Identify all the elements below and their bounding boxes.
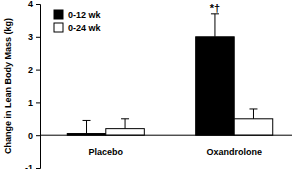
y-tick-mark — [36, 37, 40, 38]
x-axis: Placebo Oxandrolone — [40, 135, 292, 156]
y-tick-mark — [36, 102, 40, 103]
x-tick: Oxandrolone — [206, 135, 262, 156]
y-tick: 0 — [28, 131, 40, 141]
bar — [106, 129, 145, 136]
error-cap — [121, 118, 129, 119]
legend: 0-12 wk 0-24 wk — [54, 10, 102, 33]
y-tick: 1 — [28, 98, 40, 108]
y-axis-title: Change in Lean Body Mass (kg) — [3, 18, 13, 154]
error-bar — [83, 120, 91, 133]
y-tick-label: 3 — [28, 32, 33, 42]
y-tick-mark — [36, 168, 40, 169]
error-stem — [253, 109, 254, 119]
plot-area — [67, 14, 272, 135]
error-cap — [83, 120, 91, 121]
legend-item: 0-24 wk — [54, 23, 102, 33]
x-tick-label: Placebo — [89, 147, 124, 157]
legend-item: 0-12 wk — [54, 10, 102, 20]
error-bar — [121, 119, 129, 129]
x-axis-line — [40, 135, 292, 136]
error-bar — [211, 14, 219, 37]
error-cap — [249, 108, 257, 109]
y-axis-line — [36, 5, 41, 169]
y-tick-label: 2 — [28, 65, 33, 75]
bar — [196, 37, 235, 135]
chart: -1 0 1 2 3 4 Change in Lean Body Mass (kg) Plac… — [0, 0, 298, 169]
error-stem — [214, 14, 215, 37]
y-tick: 3 — [28, 32, 40, 42]
legend-swatch — [54, 10, 63, 19]
legend-label: 0-12 wk — [68, 10, 102, 20]
y-tick-label: -1 — [25, 163, 33, 169]
error-stem — [86, 120, 87, 133]
error-bar — [249, 109, 257, 119]
y-tick: -1 — [25, 163, 40, 169]
y-tick-label: 1 — [28, 98, 33, 108]
y-tick-mark — [36, 135, 40, 136]
x-tick-label: Oxandrolone — [206, 147, 262, 157]
y-tick-mark — [36, 4, 40, 5]
y-tick-label: 0 — [28, 131, 33, 141]
error-stem — [125, 119, 126, 129]
legend-label: 0-24 wk — [68, 23, 102, 33]
legend-swatch — [54, 23, 63, 32]
y-axis: -1 0 1 2 3 4 — [25, 0, 41, 169]
x-tick: Placebo — [89, 135, 124, 156]
y-tick: 2 — [28, 65, 40, 75]
y-tick-mark — [36, 70, 40, 71]
bar — [234, 119, 273, 135]
y-tick: 4 — [28, 0, 40, 9]
y-tick-label: 4 — [28, 0, 33, 9]
annotation: *† — [210, 2, 220, 14]
